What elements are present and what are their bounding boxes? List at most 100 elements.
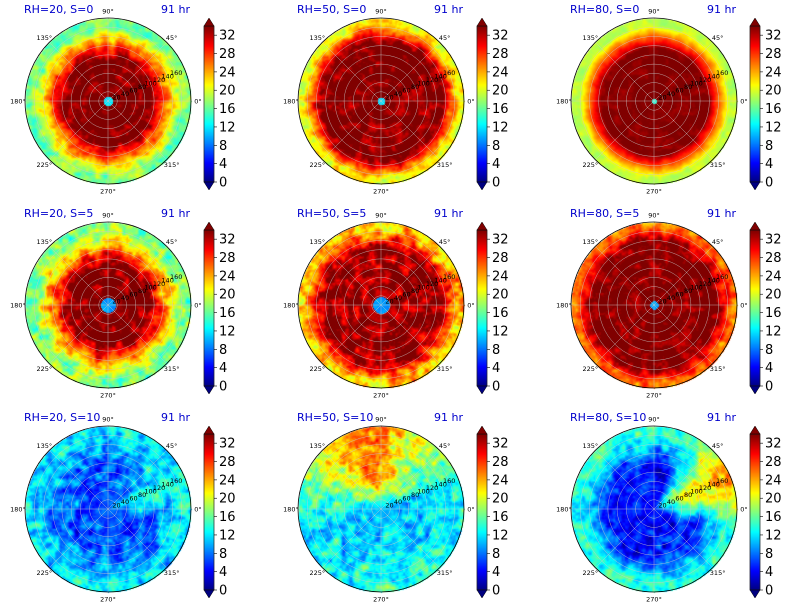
colorbar-frame	[476, 25, 488, 183]
radial-tick-label: 80	[411, 491, 419, 499]
angular-tick-label: 180°	[10, 506, 26, 514]
colorbar-frame	[203, 25, 215, 183]
radial-tick-label: 60	[402, 494, 410, 502]
colorbar: 0 4 8 12 16 20 24 28 32	[749, 425, 782, 599]
radial-tick-label: 40	[121, 498, 129, 506]
colorbar-tick-label: 4	[492, 565, 500, 580]
angular-tick-label: 90°	[102, 416, 114, 424]
angular-tick-label: 270°	[646, 188, 662, 196]
colorbar-tick-label: 4	[765, 361, 773, 376]
radial-tick-label: 100	[417, 283, 429, 291]
panel-time-label: 91 hr	[434, 207, 463, 220]
angular-tick-label: 270°	[100, 392, 116, 400]
angular-tick-label: 0°	[740, 506, 747, 514]
radial-tick-label: 60	[129, 290, 137, 298]
angular-tick-label: 90°	[375, 212, 387, 220]
colorbar-extend-min	[749, 385, 761, 395]
angular-tick-label: 225°	[583, 365, 599, 373]
colorbar-tick-label: 0	[765, 584, 773, 599]
angular-tick-label: 180°	[283, 98, 299, 106]
angular-tick-label: 0°	[194, 302, 201, 310]
angular-gridline	[107, 304, 167, 364]
panel-time-label: 91 hr	[161, 207, 190, 220]
radial-tick-label: 40	[394, 498, 402, 506]
colorbar-frame	[203, 229, 215, 387]
colorbar-tick-label: 4	[219, 157, 227, 172]
radial-tick-label: 140	[434, 480, 446, 488]
angular-gridline	[49, 304, 109, 364]
angular-gridline	[107, 246, 167, 306]
radial-tick-label: 20	[112, 297, 120, 305]
panel-time-label: 91 hr	[707, 411, 736, 424]
angular-gridline	[380, 304, 440, 364]
colorbar-tick-label: 4	[765, 565, 773, 580]
colorbar-tick-label: 4	[219, 361, 227, 376]
angular-tick-label: 45°	[439, 442, 451, 450]
radial-tick-label: 160	[443, 477, 455, 485]
angular-tick-label: 90°	[375, 8, 387, 16]
polar-panel-6: 0°45°90°135°180°225°270°315°20 40 60 801001…	[556, 207, 781, 400]
colorbar-extend-min	[476, 385, 488, 395]
angular-tick-label: 270°	[373, 392, 389, 400]
colorbar-extend-min	[203, 181, 215, 191]
angular-tick-label: 135°	[310, 34, 326, 42]
radial-tick-label: 20	[385, 501, 393, 509]
colorbar: 0 4 8 12 16 20 24 28 32	[476, 221, 509, 395]
angular-gridline	[49, 100, 109, 160]
angular-gridline	[380, 508, 440, 568]
colorbar-tick-label: 8	[492, 547, 500, 562]
colorbar-tick-label: 20	[219, 492, 236, 507]
colorbar-extend-max	[476, 17, 488, 27]
polar-frame	[570, 425, 738, 593]
polar-frame	[24, 17, 192, 185]
angular-gridline	[653, 246, 713, 306]
polar-panel-3: 0°45°90°135°180°225°270°315°20 40 60 801001…	[556, 3, 781, 196]
angular-gridline	[322, 508, 382, 568]
colorbar-extend-min	[749, 181, 761, 191]
colorbar-tick-label: 16	[765, 306, 782, 321]
angular-tick-label: 0°	[467, 98, 474, 106]
polar-panel-5: 0°45°90°135°180°225°270°315°20 40 60 801001…	[283, 207, 508, 400]
radial-tick-label: 120	[153, 76, 165, 84]
angular-gridline	[322, 100, 382, 160]
radial-tick-label: 160	[716, 477, 728, 485]
radial-tick-label: 140	[434, 276, 446, 284]
angular-tick-label: 45°	[166, 238, 178, 246]
radial-tick-label: 40	[121, 90, 129, 98]
angular-gridline	[653, 304, 713, 364]
angular-tick-label: 180°	[10, 302, 26, 310]
colorbar-tick-label: 28	[765, 455, 782, 470]
angular-tick-label: 0°	[467, 302, 474, 310]
radial-tick-label: 20	[658, 501, 666, 509]
angular-tick-label: 270°	[100, 188, 116, 196]
radial-tick-label: 40	[121, 294, 129, 302]
angular-tick-label: 90°	[102, 212, 114, 220]
radial-tick-label: 100	[144, 487, 156, 495]
panel-title: RH=50, S=5	[297, 207, 366, 220]
angular-tick-label: 315°	[164, 569, 180, 577]
colorbar-tick-label: 12	[219, 528, 236, 543]
radial-tick-label: 60	[129, 86, 137, 94]
polar-panel-7: 0°45°90°135°180°225°270°315°20 40 60 801001…	[10, 411, 235, 604]
colorbar-tick-label: 32	[765, 233, 782, 248]
colorbar-tick-label: 24	[765, 269, 782, 284]
colorbar-tick-label: 28	[492, 455, 509, 470]
angular-gridline	[595, 508, 655, 568]
colorbar-extend-max	[203, 221, 215, 231]
radial-tick-label: 140	[707, 72, 719, 80]
colorbar-tick-label: 12	[765, 120, 782, 135]
angular-gridline	[49, 42, 109, 102]
colorbar-frame	[476, 433, 488, 591]
colorbar-tick-label: 8	[219, 139, 227, 154]
angular-tick-label: 315°	[437, 365, 453, 373]
radial-tick-label: 80	[138, 287, 146, 295]
radial-tick-label: 140	[161, 276, 173, 284]
angular-gridline	[322, 42, 382, 102]
angular-tick-label: 0°	[740, 302, 747, 310]
angular-gridline	[595, 450, 655, 510]
angular-tick-label: 135°	[583, 442, 599, 450]
radial-tick-label: 140	[161, 480, 173, 488]
colorbar-tick-label: 24	[765, 65, 782, 80]
colorbar-extend-min	[749, 589, 761, 599]
colorbar-tick-label: 0	[219, 176, 227, 191]
